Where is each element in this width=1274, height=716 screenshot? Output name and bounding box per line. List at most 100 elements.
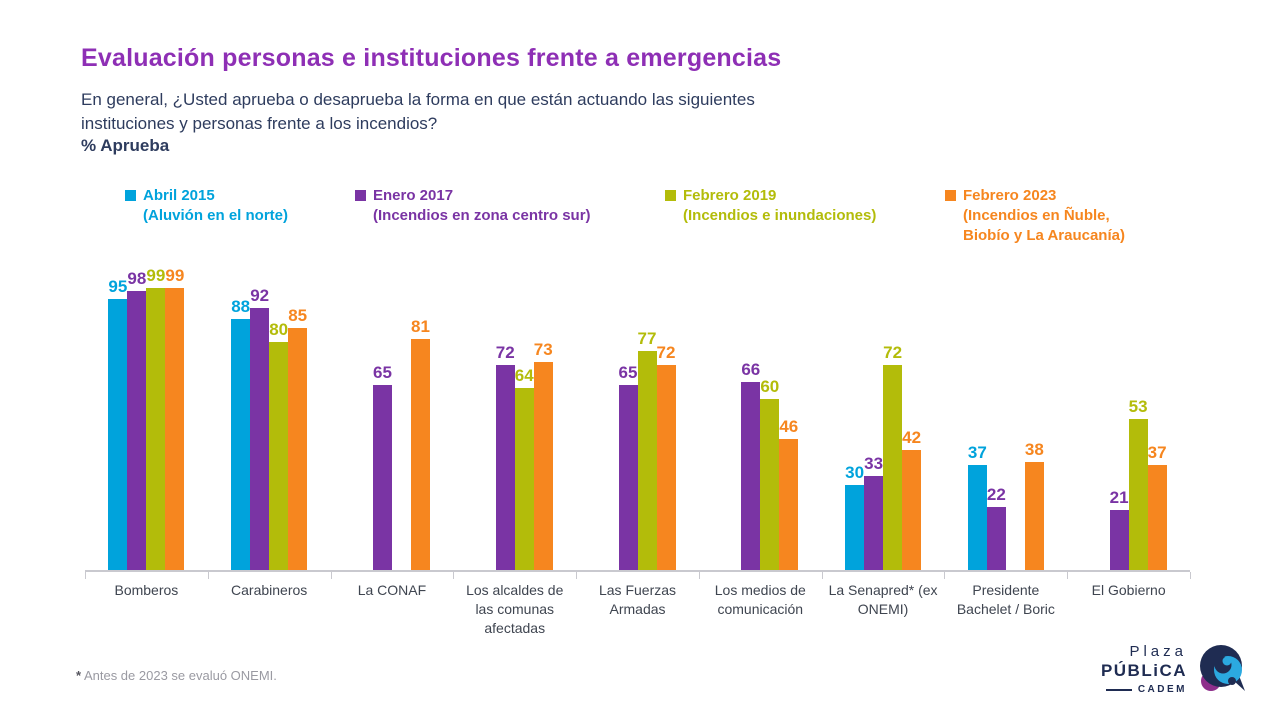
bar-slot: 22 — [986, 485, 1006, 570]
category-axis: Bomberos Carabineros La CONAF Los alcaldes … — [85, 581, 1190, 638]
bar-slot: 72 — [656, 343, 676, 570]
bar-value-label: 88 — [231, 297, 251, 317]
legend-swatch-icon — [665, 190, 676, 201]
bar-slot: 95 — [108, 277, 128, 570]
bar-value-label: 81 — [410, 317, 430, 337]
bar — [967, 464, 987, 570]
legend-label: Febrero 2019 (Incendios e inundaciones) — [683, 187, 877, 224]
bar-value-label: 21 — [1109, 488, 1129, 508]
bar-value-label: 42 — [902, 428, 922, 448]
bar — [760, 399, 780, 570]
bar-slot: 88 — [231, 297, 251, 570]
bar — [1109, 510, 1129, 570]
bar-slot: 66 — [741, 360, 761, 570]
bar-slot: 85 — [288, 306, 308, 570]
bar-value-label: 98 — [127, 268, 147, 288]
bar-value-label: 77 — [637, 328, 657, 348]
bar-slot: 98 — [127, 269, 147, 570]
bar-value-label: 30 — [845, 462, 865, 482]
footnote-text: Antes de 2023 se evaluó ONEMI. — [81, 668, 277, 683]
bar — [108, 299, 128, 570]
logo-plaza-label: Plaza — [1129, 643, 1187, 660]
bar — [864, 475, 884, 570]
bar-value-label: 99 — [165, 265, 185, 285]
bar-slot: 77 — [637, 329, 657, 570]
bar-value-label: 46 — [779, 416, 799, 436]
category-label: La Senapred* (ex ONEMI) — [828, 582, 938, 617]
bar-group: 21 53 37 — [1067, 285, 1190, 570]
bar — [1128, 418, 1148, 570]
chart-legend: Abril 2015 (Aluvión en el norte) Enero 20… — [0, 186, 1274, 266]
bar-group: 66 60 46 — [699, 285, 822, 570]
bar-slot: 92 — [250, 286, 270, 570]
bar-group: 65 77 72 — [576, 285, 699, 570]
legend-label: Febrero 2023 (Incendios en Ñuble, Biobío… — [963, 187, 1125, 244]
metric-label: % Aprueba — [81, 136, 170, 155]
bar-value-label: 73 — [533, 339, 553, 359]
page-title: Evaluación personas e instituciones fren… — [81, 44, 782, 72]
bar-slot: 65 — [618, 363, 638, 570]
bar-value-label: 60 — [760, 377, 780, 396]
bar — [1024, 461, 1044, 570]
bar-slot: 42 — [902, 428, 922, 570]
bar — [410, 339, 430, 570]
bar — [231, 319, 251, 570]
bar — [779, 438, 799, 570]
bar-slot: 73 — [533, 340, 553, 570]
bar — [883, 364, 903, 570]
bar-value-label: 72 — [656, 342, 676, 362]
bar-group: 88 92 80 85 — [208, 285, 331, 570]
logo-publica-label: PÚBLiCA — [1100, 661, 1187, 680]
category-label: La CONAF — [357, 582, 427, 598]
bar-value-label: 65 — [372, 362, 392, 382]
logo-cadem-label: CADEM — [1137, 684, 1187, 695]
legend-swatch-icon — [945, 190, 956, 201]
bar — [495, 364, 515, 570]
bar-slot: 99 — [146, 266, 166, 570]
bar — [1147, 464, 1167, 570]
bar-value-label: 65 — [618, 362, 638, 382]
bar-value-label: 53 — [1128, 396, 1148, 416]
category-label: Las Fuerzas Armadas — [598, 582, 677, 617]
bar-value-label: 33 — [864, 453, 884, 473]
plaza-publica-cadem-logo: Plaza PÚBLiCA CADEM — [1101, 643, 1248, 695]
bar-value-label: 22 — [986, 485, 1006, 505]
bar — [250, 307, 270, 570]
bar-value-label: 80 — [269, 320, 289, 339]
bar — [637, 350, 657, 570]
bar-value-label: 92 — [250, 285, 270, 305]
bar — [656, 364, 676, 570]
footnote: * Antes de 2023 se evaluó ONEMI. — [76, 668, 277, 683]
axis-tick — [453, 572, 455, 579]
bar-value-label: 37 — [967, 442, 987, 462]
axis-tick — [944, 572, 946, 579]
logo-text: Plaza PÚBLiCA CADEM — [1101, 643, 1187, 695]
logo-cadem-row: CADEM — [1101, 684, 1187, 695]
bar-value-label: 99 — [146, 265, 166, 285]
legend-swatch-icon — [125, 190, 136, 201]
bar — [288, 327, 308, 570]
footnote-marker: * — [76, 668, 82, 683]
bar-slot: 64 — [514, 366, 534, 570]
category-label: Presidente Bachelet / Boric — [956, 582, 1055, 617]
bar-value-label: 38 — [1024, 439, 1044, 459]
bar-group: 95 98 99 99 — [85, 266, 208, 570]
legend-item: Febrero 2019 (Incendios e inundaciones) — [665, 186, 876, 226]
axis-tick — [207, 572, 209, 579]
bar — [845, 484, 865, 570]
bar-value-label: 37 — [1147, 442, 1167, 462]
bar-slot: 21 — [1109, 488, 1129, 570]
category-label: El Gobierno — [1091, 582, 1166, 598]
bar — [514, 387, 534, 570]
survey-question: En general, ¿Usted aprueba o desaprueba … — [81, 90, 755, 133]
legend-label: Enero 2017 (Incendios en zona centro sur… — [373, 187, 591, 224]
legend-item: Abril 2015 (Aluvión en el norte) — [125, 186, 288, 226]
bar-slot: 30 — [845, 463, 865, 570]
plot-area: 95 98 99 99 88 92 80 85 65 81 72 64 73 65 77 72 66 60 46 30… — [85, 266, 1191, 579]
category-label: Carabineros — [231, 582, 308, 598]
axis-tick — [1190, 572, 1191, 579]
category-label: Los alcaldes de las comunas afectadas — [466, 582, 564, 636]
bar-slot: 81 — [410, 317, 430, 570]
bar — [165, 287, 185, 570]
